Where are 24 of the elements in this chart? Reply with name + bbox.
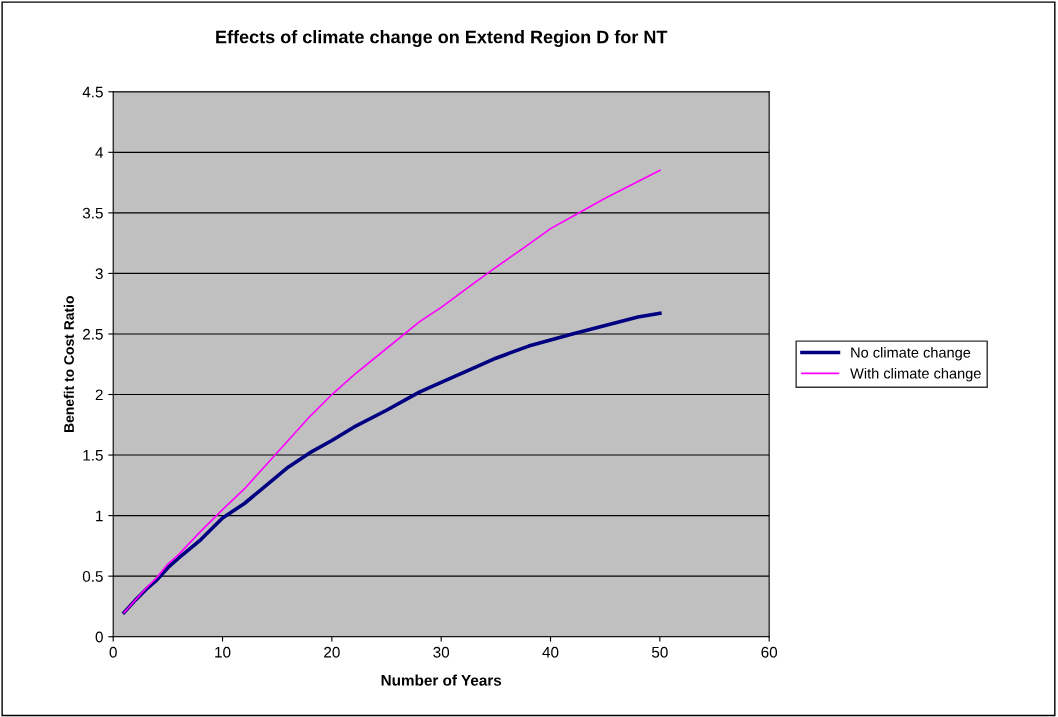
x-tick-label: 30 — [433, 646, 450, 658]
y-tick-label: 4 — [95, 147, 104, 158]
y-tick-label: 2.5 — [83, 328, 103, 340]
y-tick-label: 4.5 — [82, 86, 103, 98]
legend-label: No climate change — [851, 347, 971, 361]
x-tick-label: 50 — [651, 646, 668, 658]
y-tick-label: 1 — [96, 510, 103, 522]
x-tick-label: 40 — [542, 646, 559, 658]
x-tick-label: 60 — [761, 646, 778, 658]
chart-title: Effects of climate change on Extend Region D for NT — [216, 30, 668, 47]
y-tick-label: 2 — [95, 389, 103, 401]
y-tick-label: 0 — [95, 631, 103, 643]
y-tick-label: 3 — [95, 268, 103, 280]
legend-label: With climate change — [850, 367, 981, 382]
y-axis-title: Benefit to Cost Ratio — [63, 296, 74, 432]
x-tick-label: 10 — [215, 646, 231, 658]
y-tick-label: 3.5 — [82, 207, 103, 219]
line-series — [122, 311, 662, 615]
y-tick-label: 1.5 — [83, 450, 103, 461]
x-tick-label: 20 — [324, 646, 340, 658]
y-tick-label: 0.5 — [82, 571, 103, 582]
x-tick-label: 0 — [109, 646, 117, 658]
line-series — [123, 169, 661, 614]
x-axis-title: Number of Years — [381, 674, 502, 686]
